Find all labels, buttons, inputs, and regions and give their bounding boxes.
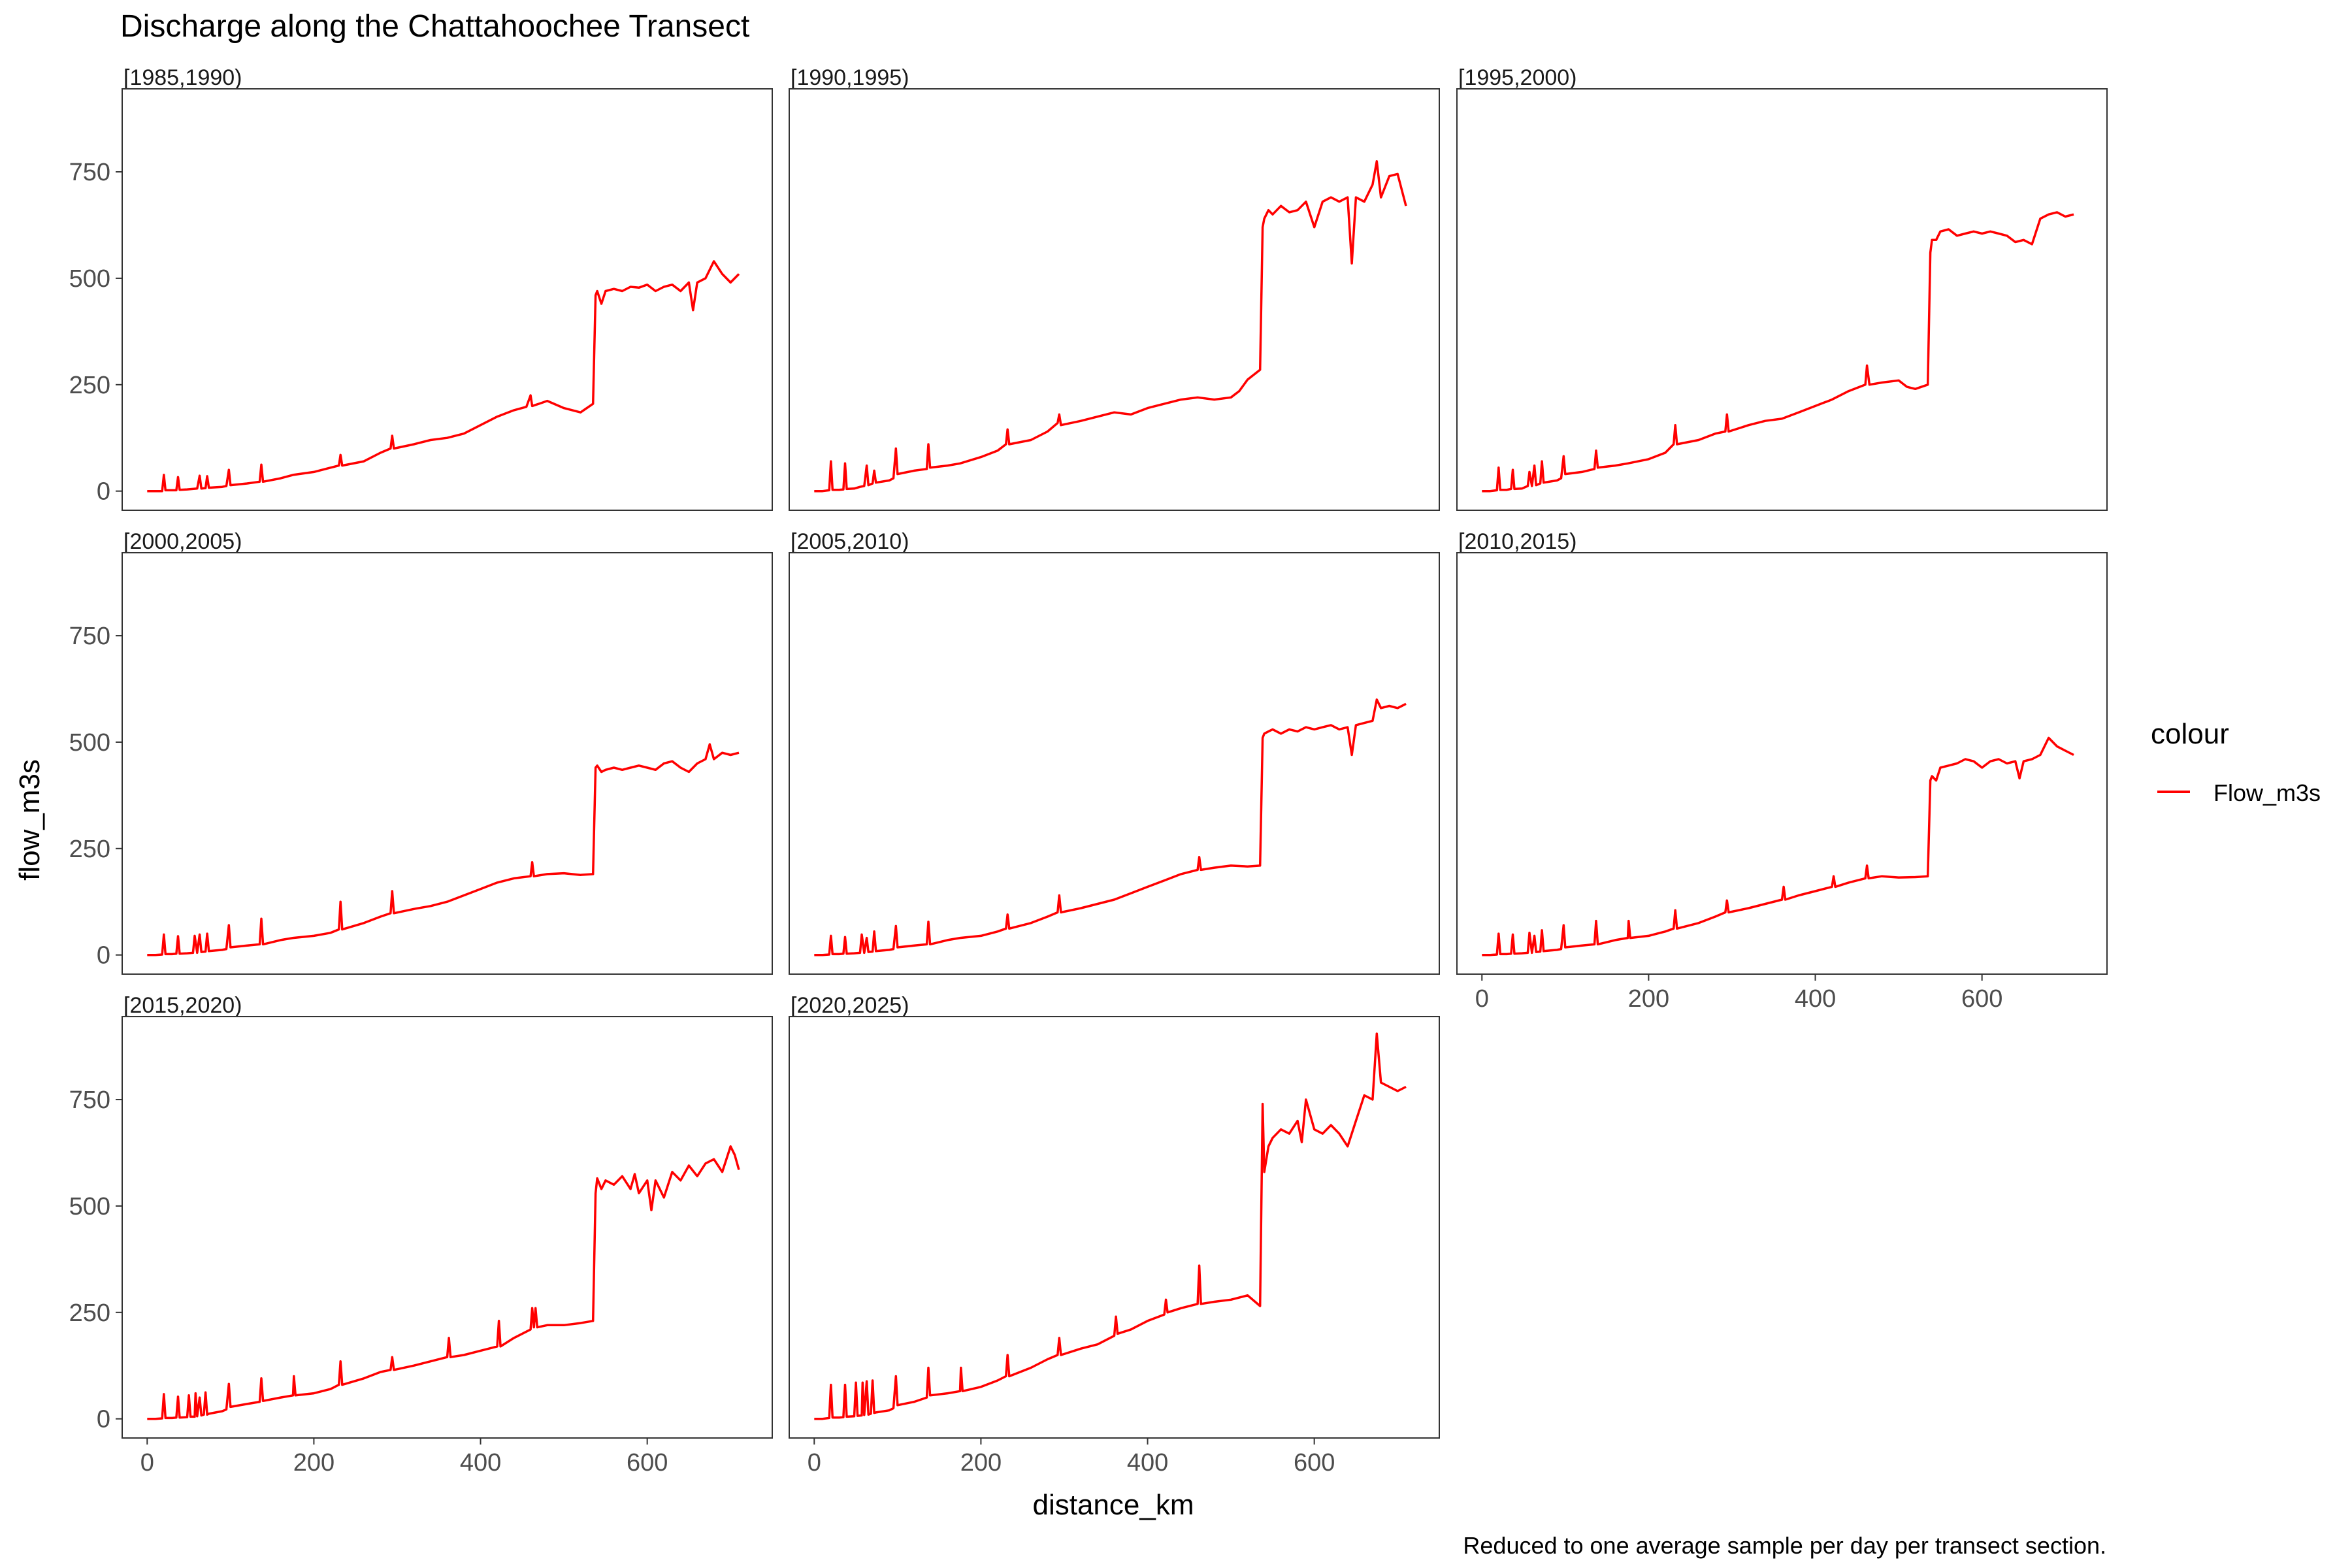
panel-border [789, 88, 1440, 511]
series-line-flow [1482, 211, 2074, 493]
legend-title: colour [2151, 718, 2229, 750]
panel-border [1456, 88, 2108, 511]
y-tick-label: 500 [69, 729, 110, 757]
y-tick-label: 0 [97, 942, 110, 970]
series-line-flow [147, 260, 740, 493]
series-line-flow [814, 698, 1407, 956]
y-tick-label: 500 [69, 265, 110, 293]
x-tick-label: 0 [140, 1449, 154, 1477]
facet-strip-label: [2000,2005) [123, 529, 242, 554]
facet-strip-label: [2010,2015) [1458, 529, 1577, 554]
x-tick-label: 400 [460, 1449, 501, 1477]
facet-strip-label: [2015,2020) [123, 993, 242, 1018]
x-tick-label: 600 [1961, 985, 2002, 1013]
x-tick-label: 200 [293, 1449, 335, 1477]
series-line-flow [147, 743, 740, 956]
legend-item-label: Flow_m3s [2213, 779, 2321, 806]
y-tick-label: 250 [69, 1299, 110, 1327]
y-tick-label: 0 [97, 478, 110, 506]
facet-strip-label: [2020,2025) [791, 993, 909, 1018]
facet-panel: [2010,2015) 0 200 400 600 [1456, 529, 2108, 1013]
facet-strip-label: [1985,1990) [123, 65, 242, 90]
chart-caption: Reduced to one average sample per day pe… [1463, 1532, 2106, 1559]
y-tick-label: 750 [69, 159, 110, 186]
facet-panels: [1985,1990) 0 250 500 750 [1990,1995) [1995,20… [69, 65, 2108, 1477]
legend: colour Flow_m3s [2151, 718, 2321, 806]
x-tick-label: 200 [1628, 985, 1669, 1013]
facet-strip-label: [2005,2010) [791, 529, 909, 554]
facet-panel: [1995,2000) [1456, 65, 2108, 511]
facet-strip-label: [1990,1995) [791, 65, 909, 90]
facet-panel: [2015,2020) 0 250 500 750 0 200 400 600 [69, 993, 773, 1477]
facet-panel: [1985,1990) 0 250 500 750 [69, 65, 773, 511]
panel-border [122, 1016, 773, 1439]
facet-panel: [2020,2025) 0 200 400 600 [789, 993, 1440, 1477]
x-tick-label: 0 [1475, 985, 1489, 1013]
y-tick-label: 750 [69, 1086, 110, 1114]
x-tick-label: 400 [1795, 985, 1836, 1013]
x-tick-label: 600 [627, 1449, 668, 1477]
x-axis-label: distance_km [1032, 1489, 1194, 1521]
x-tick-label: 600 [1294, 1449, 1335, 1477]
panel-border [122, 88, 773, 511]
series-line-flow [814, 160, 1407, 493]
series-line-flow [814, 1032, 1407, 1420]
x-tick-label: 200 [960, 1449, 1002, 1477]
facet-panel: [1990,1995) [789, 65, 1440, 511]
x-tick-label: 0 [808, 1449, 821, 1477]
y-tick-label: 500 [69, 1193, 110, 1220]
facet-panel: [2005,2010) [789, 529, 1440, 975]
y-tick-label: 0 [97, 1406, 110, 1433]
chart-title: Discharge along the Chattahoochee Transe… [120, 9, 749, 44]
y-axis-label: flow_m3s [14, 759, 46, 881]
panel-border [1456, 552, 2108, 975]
y-tick-label: 750 [69, 623, 110, 650]
facet-panel: [2000,2005) 0 250 500 750 [69, 529, 773, 975]
panel-border [789, 552, 1440, 975]
y-tick-label: 250 [69, 836, 110, 863]
panel-border [789, 1016, 1440, 1439]
series-line-flow [1482, 736, 2074, 956]
series-line-flow [147, 1145, 740, 1420]
y-tick-label: 250 [69, 372, 110, 399]
facet-strip-label: [1995,2000) [1458, 65, 1577, 90]
x-tick-label: 400 [1127, 1449, 1168, 1477]
